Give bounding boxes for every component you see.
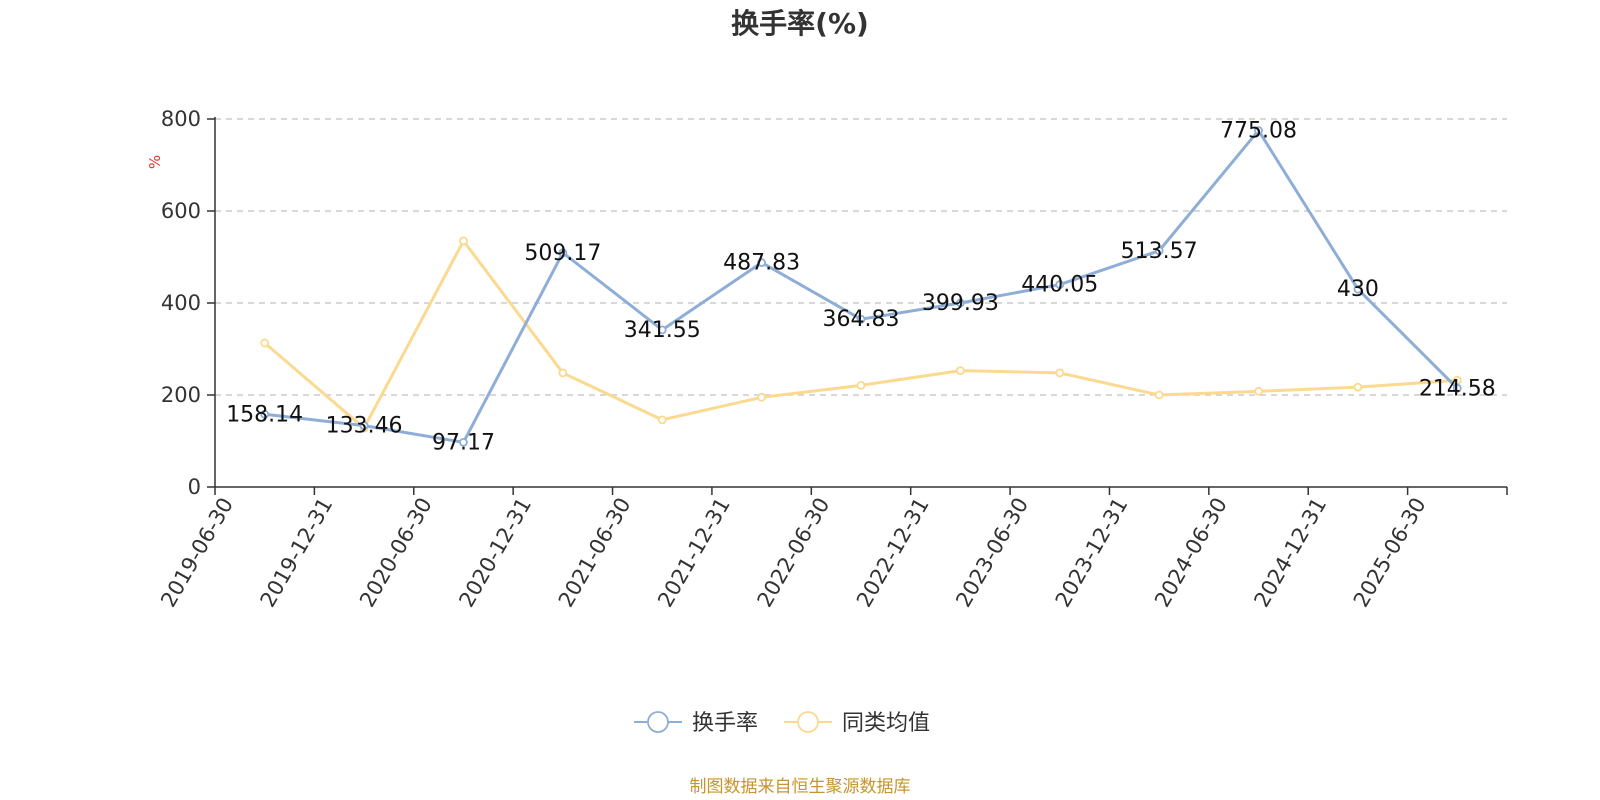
x-tick-label: 2022-06-30 [753, 494, 835, 612]
data-point [260, 338, 270, 348]
grid-lines [215, 118, 1507, 396]
series-layer [260, 126, 1462, 447]
data-point [657, 415, 667, 425]
data-point [558, 368, 568, 378]
x-tick-label: 2023-12-31 [1051, 494, 1133, 612]
data-label: 158.14 [226, 402, 303, 427]
legend-marker [797, 711, 819, 733]
legend-label: 换手率 [692, 711, 758, 736]
data-point [856, 380, 866, 390]
data-point [856, 314, 866, 324]
y-tick-label: 600 [161, 199, 201, 223]
data-point [955, 366, 965, 376]
y-tick-label: 200 [161, 383, 201, 407]
data-point [1254, 386, 1263, 396]
data-point [1353, 382, 1363, 392]
data-label: 364.83 [823, 307, 900, 332]
data-point [1254, 126, 1263, 135]
x-tick-label: 2024-12-31 [1249, 494, 1331, 612]
x-tick-label: 2021-12-31 [653, 494, 735, 612]
data-point [260, 409, 270, 419]
y-tick-label: 0 [188, 475, 201, 499]
source-note: 制图数据来自恒生聚源数据库 [690, 777, 911, 797]
data-point [1353, 284, 1363, 294]
x-tick-label: 2023-06-30 [951, 494, 1033, 612]
x-tick-label: 2019-12-31 [256, 494, 338, 612]
data-label: 399.93 [922, 291, 999, 316]
x-tick-label: 2021-06-30 [554, 494, 636, 612]
data-label: 214.58 [1419, 376, 1496, 401]
data-point [459, 437, 468, 447]
data-label: 97.17 [432, 430, 495, 455]
data-label: 775.08 [1220, 118, 1297, 143]
legend: 换手率 同类均值 [634, 711, 930, 736]
data-point [1452, 383, 1462, 393]
x-tick-label: 2022-12-31 [852, 494, 934, 612]
data-point [1055, 368, 1065, 378]
data-point [558, 248, 568, 258]
x-tick-label: 2024-06-30 [1150, 494, 1232, 612]
data-point [1055, 280, 1065, 289]
data-label: 430 [1337, 277, 1379, 302]
x-tick-label: 2020-06-30 [355, 494, 437, 612]
series-line-0 [264, 128, 1459, 444]
data-point [757, 258, 767, 267]
data-point [1452, 375, 1462, 385]
x-tick-label: 2025-06-30 [1349, 494, 1431, 612]
y-axis-unit-label: % [146, 155, 164, 169]
legend-item[interactable]: 同类均值 [784, 711, 930, 736]
data-point [459, 236, 468, 246]
data-label: 341.55 [624, 318, 701, 343]
legend-marker [647, 711, 669, 733]
series-line-1 [263, 239, 1458, 430]
legend-item[interactable]: 换手率 [634, 711, 758, 736]
data-label: 509.17 [524, 241, 601, 266]
data-labels: 158.14 133.46 97.17 509.17 341.55 487.83 364.8… [226, 118, 1496, 455]
data-point [955, 298, 965, 308]
data-label: 440.05 [1021, 273, 1098, 298]
data-label: 133.46 [326, 414, 403, 439]
x-tick-label: 2019-06-30 [156, 494, 238, 612]
data-point [1154, 390, 1164, 400]
data-label: 487.83 [723, 251, 800, 276]
data-point [657, 325, 667, 335]
data-label: 513.57 [1121, 239, 1198, 264]
data-point [1154, 246, 1164, 256]
chart-title: 换手率(%) [731, 7, 869, 40]
y-tick-label: 400 [161, 291, 201, 315]
data-point [757, 392, 767, 402]
axes: 0 200 400 600 800 2019-06-30 2019-12-31 2020-06… [156, 107, 1508, 612]
x-tick-label: 2020-12-31 [454, 494, 536, 612]
data-point [359, 421, 369, 431]
y-tick-label: 800 [161, 107, 201, 131]
legend-label: 同类均值 [842, 711, 930, 736]
